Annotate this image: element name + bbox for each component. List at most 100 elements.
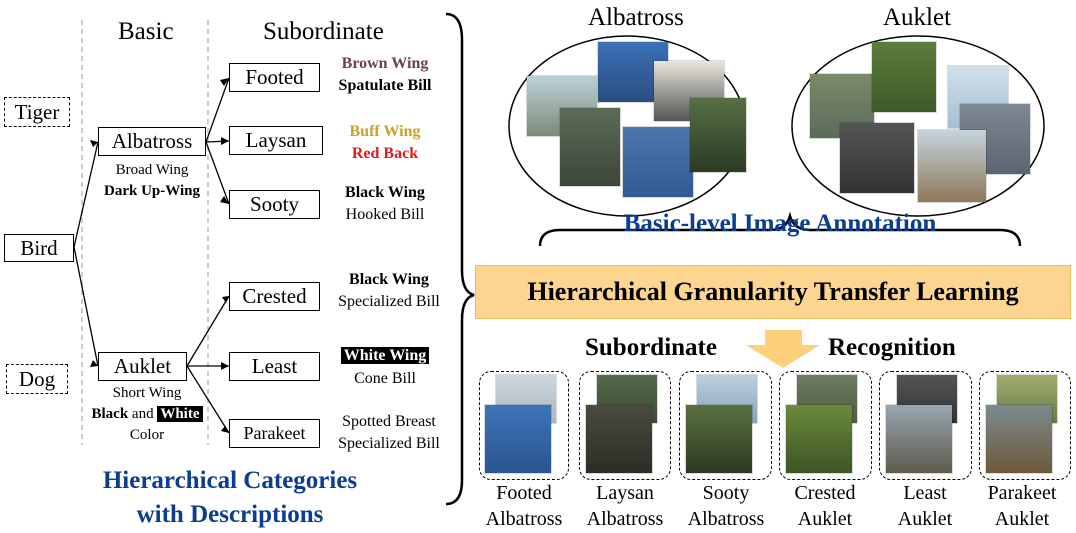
parakeet-description: Spotted Breast Specialized Bill <box>326 411 452 455</box>
arrowhead <box>220 78 229 86</box>
desc-line: Broad Wing <box>115 162 189 178</box>
caption-line: Hierarchical Categories <box>102 467 358 494</box>
group-box <box>979 371 1071 480</box>
group-box <box>479 371 569 480</box>
auklet-description: Short Wing Black and White Color <box>80 383 214 446</box>
node-sooty: Sooty <box>229 190 320 219</box>
desc-line: Red Back <box>351 145 419 162</box>
desc-line: Color <box>129 427 165 443</box>
recognition-label: Recognition <box>828 334 956 361</box>
desc-line: Buff Wing <box>349 123 421 140</box>
caption-line: Auklet <box>994 508 1050 530</box>
auklet-photo <box>840 123 914 193</box>
desc-line: Black Wing <box>349 271 429 288</box>
caption-line: Footed <box>496 482 552 504</box>
node-bird: Bird <box>4 234 74 262</box>
caption-line: Auklet <box>897 508 953 530</box>
auklet-group-label: Auklet <box>883 4 952 31</box>
caption-line: with Descriptions <box>136 501 324 528</box>
group-caption: Parakeet Auklet <box>972 480 1072 532</box>
desc-line: Spatulate Bill <box>338 77 432 94</box>
albatross-description: Broad Wing Dark Up-Wing <box>92 160 212 202</box>
desc-line: Specialized Bill <box>338 293 440 310</box>
group-photo <box>786 405 852 473</box>
edge-bird-albatross <box>73 141 99 248</box>
group-photo <box>686 405 752 473</box>
caption-line: Albatross <box>586 508 664 530</box>
sooty-description: Black Wing Hooked Bill <box>322 182 448 226</box>
auklet-photo <box>918 130 986 202</box>
group-photo <box>986 405 1052 473</box>
desc-line: Cone Bill <box>354 370 416 387</box>
desc-and: and <box>131 406 154 422</box>
desc-line: Specialized Bill <box>338 435 440 452</box>
arrowhead <box>90 360 98 367</box>
node-albatross: Albatross <box>98 127 206 156</box>
crested-description: Black Wing Specialized Bill <box>326 269 452 313</box>
caption-line: Albatross <box>485 508 563 530</box>
albatross-group-label: Albatross <box>588 4 684 31</box>
arrowhead <box>222 296 229 303</box>
horizontal-brace <box>538 211 1022 247</box>
node-auklet: Auklet <box>98 352 187 381</box>
desc-line: Dark Up-Wing <box>104 183 200 199</box>
caption-line: Laysan <box>596 482 654 504</box>
desc-line: Short Wing <box>112 385 182 401</box>
arrowhead <box>220 196 229 204</box>
desc-line: Brown Wing <box>341 55 429 72</box>
caption-line: Sooty <box>702 482 750 504</box>
caption-line: Albatross <box>687 508 765 530</box>
caption-line: Least <box>903 482 947 504</box>
group-photo <box>586 405 652 473</box>
group-box <box>779 371 872 480</box>
arrowhead <box>221 362 229 370</box>
group-caption: Least Auklet <box>875 480 975 532</box>
albatross-photo <box>690 98 746 172</box>
edge-auklet-parakeet <box>186 365 230 434</box>
subordinate-label: Subordinate <box>585 334 717 361</box>
group-caption: Footed Albatross <box>474 480 574 532</box>
arrowhead <box>221 137 229 145</box>
down-arrow <box>746 330 820 368</box>
group-caption: Crested Auklet <box>775 480 875 532</box>
group-photo <box>485 405 551 473</box>
node-least: Least <box>229 352 320 381</box>
footed-description: Brown Wing Spatulate Bill <box>322 53 448 97</box>
desc-black: Black <box>91 406 129 422</box>
caption-line: Auklet <box>797 508 853 530</box>
laysan-description: Buff Wing Red Back <box>322 121 448 165</box>
group-caption: Laysan Albatross <box>575 480 675 532</box>
desc-line: Spotted Breast <box>342 413 436 430</box>
node-footed: Footed <box>229 63 320 92</box>
group-caption: Sooty Albatross <box>676 480 776 532</box>
least-description: White Wing Cone Bill <box>322 344 448 390</box>
node-tiger: Tiger <box>4 97 70 127</box>
desc-line: Black Wing <box>345 184 425 201</box>
edge-albatross-footed <box>205 77 230 143</box>
edge-albatross-sooty <box>205 141 230 205</box>
group-box <box>579 371 671 480</box>
node-parakeet: Parakeet <box>229 419 320 448</box>
annotation-caption: Basic-level Image Annotation <box>623 210 937 237</box>
group-box <box>879 371 972 480</box>
column-heading-basic: Basic <box>118 18 174 45</box>
group-box <box>679 371 772 480</box>
arrowhead <box>221 426 229 433</box>
auklet-photo <box>872 42 936 112</box>
desc-line: White Wing <box>340 347 430 364</box>
edge-bird-auklet <box>73 246 99 367</box>
caption-line: Parakeet <box>987 482 1057 504</box>
edge-auklet-crested <box>186 295 230 367</box>
albatross-photo <box>560 108 620 186</box>
albatross-photo <box>623 127 693 197</box>
caption-line: Crested <box>794 482 856 504</box>
column-heading-subordinate: Subordinate <box>263 18 384 45</box>
curly-brace <box>445 12 475 506</box>
left-caption: Hierarchical Categories with Description… <box>40 464 420 532</box>
arrowhead <box>90 140 98 147</box>
desc-line: Hooked Bill <box>345 206 425 223</box>
node-dog: Dog <box>6 364 68 394</box>
desc-white: White <box>157 406 203 422</box>
group-photo <box>886 405 952 473</box>
